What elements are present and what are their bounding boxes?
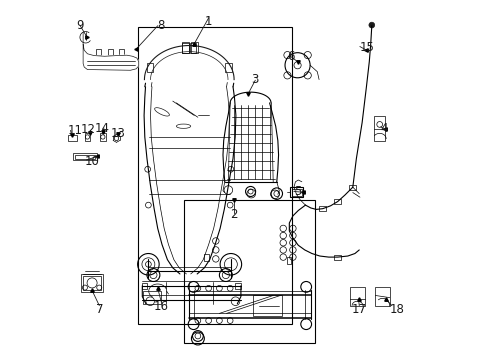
Bar	[68, 135, 77, 141]
Bar	[291, 189, 301, 196]
Bar	[73, 153, 97, 160]
Bar	[224, 63, 231, 72]
Bar	[182, 42, 188, 53]
Bar	[96, 49, 101, 55]
Text: 1: 1	[204, 15, 212, 28]
Bar	[190, 42, 196, 53]
Text: 7: 7	[95, 303, 103, 316]
Bar	[319, 206, 325, 211]
Bar	[100, 133, 105, 141]
Polygon shape	[83, 32, 139, 70]
Bar	[253, 295, 282, 316]
Bar	[142, 283, 147, 289]
Text: 16: 16	[154, 300, 168, 313]
Bar	[349, 287, 364, 306]
Text: 6: 6	[286, 50, 294, 63]
Text: 4: 4	[380, 122, 387, 135]
Text: 12: 12	[80, 123, 95, 136]
Bar	[75, 155, 95, 159]
Text: 18: 18	[389, 303, 404, 316]
Bar	[83, 276, 101, 290]
Bar	[184, 200, 314, 343]
Bar	[373, 116, 384, 141]
Bar	[85, 133, 90, 141]
Bar	[204, 253, 208, 261]
Text: 11: 11	[68, 124, 83, 137]
Bar	[333, 255, 341, 260]
Bar	[107, 49, 112, 55]
Bar	[182, 42, 188, 53]
Text: 3: 3	[251, 73, 259, 86]
Text: 5: 5	[293, 185, 301, 198]
Bar	[348, 185, 356, 190]
Text: 10: 10	[85, 155, 100, 168]
Text: 13: 13	[111, 127, 125, 140]
Bar	[138, 27, 292, 324]
Bar	[81, 274, 102, 292]
Text: 8: 8	[158, 19, 165, 32]
Circle shape	[368, 22, 374, 28]
Text: 15: 15	[359, 41, 373, 54]
Bar	[375, 287, 389, 306]
Bar	[290, 187, 303, 197]
Bar	[147, 63, 153, 72]
Text: 9: 9	[76, 19, 83, 32]
Text: 17: 17	[351, 303, 366, 316]
Text: 14: 14	[95, 122, 109, 135]
Bar	[190, 42, 198, 53]
Bar	[235, 283, 240, 289]
Text: 2: 2	[229, 208, 237, 221]
Bar	[143, 291, 160, 304]
Bar	[333, 199, 341, 204]
Bar	[119, 49, 124, 55]
Bar	[286, 257, 290, 264]
